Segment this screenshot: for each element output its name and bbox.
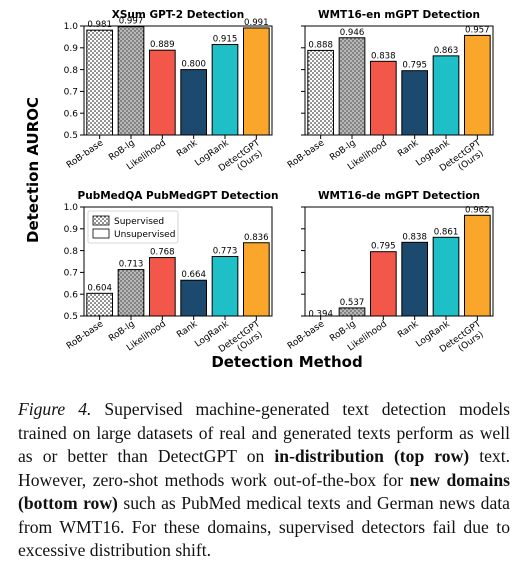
bar-value-label: 0.768 <box>150 248 175 258</box>
bar-6 <box>242 242 270 317</box>
caption-bold-1: in-distribution (top row) <box>274 446 470 466</box>
x-tick-label: Rank <box>175 319 200 341</box>
bar-value-label: 0.394 <box>308 309 333 319</box>
caption-text-2: text. However, zero-shot methods work ou… <box>18 446 510 490</box>
x-tick-label: Rank <box>396 138 421 160</box>
y-tick-label: 0.8 <box>64 66 79 76</box>
bar-value-label: 0.981 <box>87 20 112 30</box>
plot-frame <box>83 206 273 317</box>
bar-value-label: 0.991 <box>244 18 269 28</box>
bar-5 <box>432 236 460 317</box>
figure-caption: Figure 4. Supervised machine-generated t… <box>18 398 510 563</box>
y-tick-label: 0.7 <box>64 88 78 98</box>
bar-6 <box>242 27 270 136</box>
bar-1 <box>86 292 114 317</box>
bar-1 <box>86 29 114 136</box>
bar-value-label: 0.713 <box>119 260 144 270</box>
chart-title: PubMedQA PubMedGPT Detection <box>78 190 279 202</box>
bar-value-label: 0.946 <box>340 28 365 38</box>
bar-value-label: 0.957 <box>465 25 490 35</box>
x-tick-label: Rank <box>175 138 200 160</box>
bar-value-label: 0.664 <box>181 270 206 280</box>
bar-value-label: 0.537 <box>340 298 365 308</box>
legend-label-unsupervised: Unsupervised <box>114 230 175 240</box>
bar-value-label: 0.861 <box>434 227 459 237</box>
bar-value-label: 0.889 <box>150 40 175 50</box>
chart-title: WMT16-de mGPT Detection <box>318 190 480 202</box>
bar-2 <box>117 26 145 136</box>
bar-value-label: 0.863 <box>434 46 459 56</box>
bar-5 <box>432 55 460 136</box>
y-tick-label: 1.0 <box>64 22 79 32</box>
bar-value-label: 0.838 <box>402 232 427 242</box>
chart-title: XSum GPT-2 Detection <box>112 9 245 21</box>
bar-value-label: 0.773 <box>213 246 238 256</box>
bar-6 <box>463 34 491 136</box>
bar-value-label: 0.838 <box>371 51 396 61</box>
chart-title: WMT16-en mGPT Detection <box>318 9 480 21</box>
x-tick-label: Rank <box>396 319 421 341</box>
x-axis-label: Detection Method <box>211 353 362 371</box>
y-tick-label: 0.5 <box>64 131 78 141</box>
bar-1 <box>307 49 335 136</box>
bar-value-label: 0.836 <box>244 233 269 243</box>
y-axis-label: Detection AUROC <box>24 97 42 243</box>
bar-3 <box>369 60 397 136</box>
chart-panel-3: PubMedQA PubMedGPT Detection 0.604 0.713 0.… <box>64 190 279 355</box>
legend-swatch-unsupervised <box>92 228 110 239</box>
bar-5 <box>211 44 239 136</box>
bar-value-label: 0.604 <box>87 283 112 293</box>
plot-frame <box>83 25 273 136</box>
caption-text-3: such as PubMed medical texts and German … <box>18 493 510 560</box>
bar-3 <box>148 257 176 317</box>
figure-chart: Detection AUROC Detection Method XSum GP… <box>24 9 494 371</box>
bar-value-label: 0.997 <box>119 17 144 27</box>
bar-3 <box>369 251 397 317</box>
bar-5 <box>211 255 239 317</box>
y-tick-label: 0.9 <box>64 225 79 235</box>
chart-panel-2: WMT16-en mGPT Detection 0.888 0.946 0.838 0.… <box>286 9 494 174</box>
legend-swatch-supervised <box>92 215 110 226</box>
bar-4 <box>180 69 208 136</box>
x-tick-label: RoB-base <box>286 138 327 171</box>
bar-6 <box>463 214 491 317</box>
bar-value-label: 0.795 <box>371 242 396 252</box>
bar-4 <box>180 279 208 317</box>
bar-value-label: 0.795 <box>402 61 427 71</box>
plot-frame <box>304 25 494 136</box>
y-tick-label: 0.9 <box>64 44 79 54</box>
caption-text-1: Supervised machine-generated text detect… <box>18 399 510 466</box>
bar-2 <box>338 37 366 136</box>
bar-4 <box>401 241 429 317</box>
x-tick-label: RoB-base <box>65 138 106 171</box>
y-tick-label: 0.5 <box>64 312 78 322</box>
plot-frame <box>304 206 494 317</box>
bar-value-label: 0.800 <box>181 60 206 70</box>
y-tick-label: 0.6 <box>64 290 79 300</box>
bar-4 <box>401 70 429 136</box>
bar-value-label: 0.915 <box>213 35 238 45</box>
x-tick-label: RoB-base <box>65 319 106 352</box>
y-tick-label: 0.7 <box>64 269 78 279</box>
legend-label-supervised: Supervised <box>114 217 164 227</box>
legend-box <box>87 210 179 244</box>
bar-3 <box>148 49 176 136</box>
caption-label: Figure 4. <box>18 399 92 419</box>
legend: Supervised Unsupervised <box>87 210 179 244</box>
bar-2 <box>117 269 145 317</box>
bar-value-label: 0.962 <box>465 205 490 215</box>
y-tick-label: 1.0 <box>64 203 79 213</box>
x-tick-label: RoB-base <box>286 319 327 352</box>
bar-2 <box>338 307 366 317</box>
chart-panel-4: WMT16-de mGPT Detection 0.394 0.537 0.795 0.… <box>286 190 494 355</box>
y-tick-label: 0.6 <box>64 109 79 119</box>
y-tick-label: 0.8 <box>64 247 79 257</box>
caption-bold-2: new domains (bottom row) <box>18 469 510 514</box>
bar-value-label: 0.888 <box>308 40 333 50</box>
